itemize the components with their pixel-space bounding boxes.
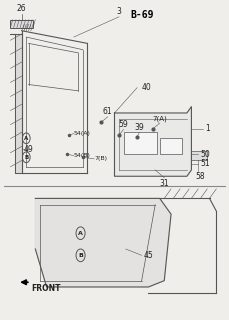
Text: 7(B): 7(B) [94,156,107,161]
Text: 61: 61 [103,107,112,116]
Text: 49: 49 [24,145,33,154]
Text: 3: 3 [117,7,121,16]
Text: 40: 40 [142,83,151,92]
Text: 7(A): 7(A) [152,116,167,123]
FancyBboxPatch shape [11,20,33,28]
Text: 59: 59 [119,120,128,129]
Text: FRONT: FRONT [31,284,60,293]
Text: 39: 39 [134,123,144,132]
Text: 50: 50 [200,150,210,159]
Polygon shape [35,198,171,287]
FancyBboxPatch shape [124,132,158,154]
FancyBboxPatch shape [160,138,182,154]
Text: A: A [24,136,28,141]
Text: B: B [78,253,83,258]
Text: 26: 26 [17,4,27,13]
Text: B-69: B-69 [130,10,153,20]
Text: 58: 58 [196,172,205,180]
FancyBboxPatch shape [191,151,207,160]
Text: 54(B): 54(B) [74,153,91,158]
Text: 54(A): 54(A) [74,131,91,136]
Text: 45: 45 [144,251,153,260]
Text: 1: 1 [205,124,210,133]
Polygon shape [11,34,22,173]
Text: 31: 31 [159,180,169,188]
Text: 51: 51 [200,159,210,168]
Text: A: A [78,231,83,236]
Text: B: B [24,155,28,160]
Polygon shape [114,107,191,176]
